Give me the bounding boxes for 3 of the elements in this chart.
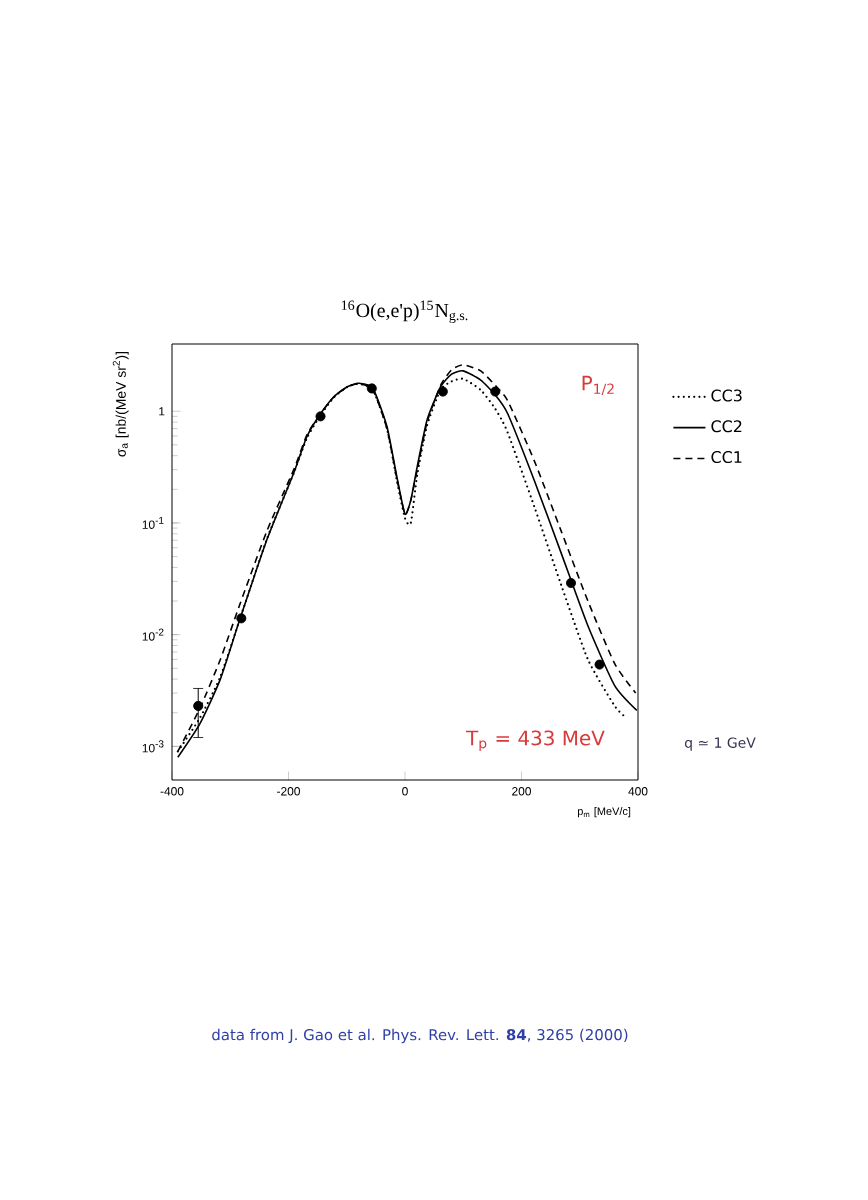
chart-title: $^{16}$O(e,e'p)$^{15}$N$_{g.s.}$ (341, 300, 468, 323)
annotation: T$_{p}$ = 433 MeV (465, 730, 605, 752)
annotation: P$_{1/2}$ (582, 375, 614, 396)
